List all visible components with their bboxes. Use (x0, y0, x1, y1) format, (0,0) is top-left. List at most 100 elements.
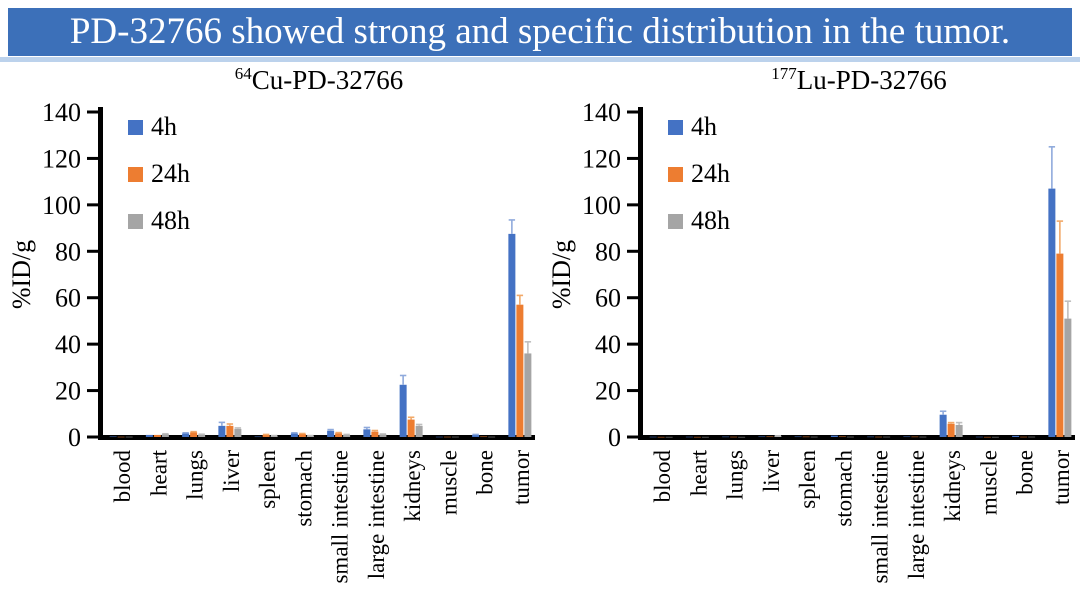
legend-label-24h: 24h (691, 159, 730, 188)
x-axis (98, 435, 535, 440)
legend: 4h 24h 48h (668, 112, 730, 235)
x-category-label-heart: heart (146, 449, 171, 496)
chart-177lu-container: 177Lu-PD-32766 0 20 40 60 80 100 120 140 %ID/g bl… (540, 62, 1080, 608)
y-tick (627, 110, 640, 114)
bar-tumor-48h (1064, 318, 1072, 437)
legend-swatch-4h (668, 120, 683, 135)
bar-large-intestine-48h (919, 436, 927, 438)
bar-large-intestine-4h (903, 436, 911, 438)
x-category-label-liver: liver (219, 450, 244, 492)
x-category-label-bone: bone (473, 450, 498, 495)
bar-lungs-48h (738, 436, 746, 438)
y-tick (87, 156, 100, 160)
y-tick-label: 100 (582, 191, 621, 220)
y-tick (627, 249, 640, 253)
y-axis-line (98, 107, 103, 440)
bar-muscle-48h (451, 436, 459, 438)
x-category-label-kidneys: kidneys (400, 450, 425, 522)
bar-stomach-48h (846, 436, 854, 438)
bar-stomach-24h (838, 436, 846, 438)
y-tick-label: 0 (68, 423, 81, 452)
x-category-label-spleen: spleen (255, 450, 280, 509)
x-category-label-blood: blood (110, 450, 135, 503)
bar-tumor-4h (508, 233, 516, 437)
x-category-label-kidneys: kidneys (940, 450, 965, 522)
bar-lungs-24h (730, 436, 738, 438)
legend: 4h 24h 48h (128, 112, 190, 235)
bar-small-intestine-24h (335, 433, 343, 437)
bar-muscle-4h (975, 436, 983, 438)
bar-large-intestine-24h (911, 436, 919, 438)
x-axis (638, 435, 1075, 440)
bar-spleen-4h (254, 436, 262, 438)
bar-stomach-24h (298, 433, 306, 437)
y-tick (627, 296, 640, 300)
y-tick (87, 296, 100, 300)
x-category-label-spleen: spleen (795, 450, 820, 509)
bar-muscle-48h (991, 436, 999, 438)
chart-title-text: Cu-PD-32766 (251, 65, 404, 95)
x-category-label-muscle: muscle (436, 450, 461, 515)
bar-lungs-48h (198, 434, 206, 437)
chart-title-64cu: 64Cu-PD-32766 (100, 64, 538, 96)
bar-kidneys-48h (955, 424, 963, 437)
y-axis-line (638, 107, 643, 440)
y-tick-label: 140 (582, 98, 621, 127)
banner-bottom-strip (0, 57, 1080, 62)
bar-liver-24h (226, 425, 234, 437)
bar-bone-24h (480, 436, 488, 438)
x-category-label-large-intestine: large intestine (904, 450, 929, 579)
bar-small-intestine-4h (327, 430, 335, 437)
bar-heart-48h (701, 436, 709, 438)
bar-blood-4h (649, 436, 657, 438)
legend-label-4h: 4h (691, 112, 717, 141)
bar-heart-24h (153, 434, 161, 437)
bar-muscle-24h (443, 436, 451, 438)
bar-liver-48h (234, 428, 242, 437)
x-category-label-bone: bone (1013, 450, 1038, 495)
x-category-label-muscle: muscle (976, 450, 1001, 515)
y-tick-label: 120 (42, 144, 81, 173)
y-tick (87, 203, 100, 207)
chart-title-177lu: 177Lu-PD-32766 (640, 64, 1078, 96)
bar-stomach-4h (290, 433, 298, 437)
bar-kidneys-24h (947, 423, 955, 437)
y-tick (87, 110, 100, 114)
y-tick-label: 20 (595, 377, 621, 406)
x-category-label-liver: liver (759, 450, 784, 492)
y-tick-label: 100 (42, 191, 81, 220)
bar-small-intestine-48h (343, 434, 351, 437)
bar-tumor-4h (1048, 188, 1056, 437)
bars (109, 219, 532, 438)
bar-small-intestine-48h (883, 436, 891, 438)
slide-title-banner: PD-32766 showed strong and specific dist… (8, 8, 1072, 56)
bar-blood-48h (125, 436, 133, 438)
x-category-label-lungs: lungs (723, 450, 748, 500)
y-tick-label: 80 (55, 237, 81, 266)
bar-lungs-4h (182, 433, 190, 437)
bar-heart-4h (685, 436, 693, 438)
bar-spleen-4h (794, 436, 802, 438)
bar-muscle-24h (983, 436, 991, 438)
x-category-label-small-intestine: small intestine (328, 450, 353, 584)
y-tick-label: 80 (595, 237, 621, 266)
legend-swatch-48h (668, 214, 683, 229)
x-category-label-lungs: lungs (183, 450, 208, 500)
bar-liver-24h (766, 436, 774, 438)
x-category-label-tumor: tumor (509, 450, 534, 505)
y-tick (627, 156, 640, 160)
x-axis-line (638, 435, 1075, 440)
bar-blood-24h (117, 436, 125, 438)
y-tick (627, 342, 640, 346)
bar-stomach-48h (306, 435, 314, 437)
bar-heart-48h (161, 434, 169, 437)
bar-heart-24h (693, 436, 701, 438)
legend-swatch-24h (128, 167, 143, 182)
charts-row: 64Cu-PD-32766 0 20 40 60 80 100 120 140 %ID/g blo… (0, 62, 1080, 608)
y-tick (87, 342, 100, 346)
bar-tumor-48h (524, 353, 532, 437)
bar-small-intestine-24h (875, 436, 883, 438)
legend-swatch-48h (128, 214, 143, 229)
bar-small-intestine-4h (867, 436, 875, 438)
